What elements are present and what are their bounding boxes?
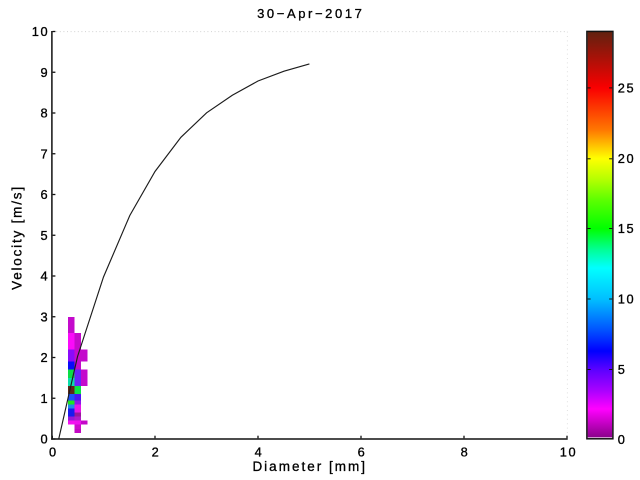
svg-text:0: 0 [618, 432, 627, 447]
svg-text:10: 10 [32, 24, 49, 39]
svg-text:8: 8 [461, 444, 470, 459]
svg-text:9: 9 [40, 65, 49, 80]
svg-text:15: 15 [618, 221, 635, 236]
svg-text:0: 0 [49, 444, 58, 459]
svg-text:2: 2 [40, 350, 49, 365]
svg-text:6: 6 [358, 444, 367, 459]
svg-text:3: 3 [40, 309, 49, 324]
svg-text:8: 8 [40, 106, 49, 121]
svg-text:2: 2 [152, 444, 161, 459]
svg-text:1: 1 [40, 391, 49, 406]
svg-text:5: 5 [40, 228, 49, 243]
svg-text:10: 10 [560, 444, 577, 459]
svg-text:4: 4 [40, 269, 49, 284]
svg-text:5: 5 [618, 362, 627, 377]
svg-text:Diameter [mm]: Diameter [mm] [252, 459, 367, 474]
svg-text:20: 20 [618, 151, 635, 166]
svg-text:30−Apr−2017: 30−Apr−2017 [257, 6, 364, 21]
svg-text:4: 4 [255, 444, 264, 459]
svg-text:6: 6 [40, 187, 49, 202]
svg-text:10: 10 [618, 291, 635, 306]
svg-text:0: 0 [40, 432, 49, 447]
svg-text:Velocity [m/s]: Velocity [m/s] [10, 185, 25, 290]
svg-text:25: 25 [618, 80, 635, 95]
svg-text:7: 7 [40, 146, 49, 161]
